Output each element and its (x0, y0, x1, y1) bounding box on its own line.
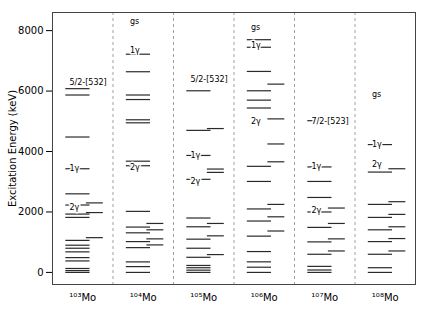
svg-text:¹⁰⁸Mo: ¹⁰⁸Mo (372, 292, 399, 303)
svg-text:2γ: 2γ (251, 117, 261, 126)
svg-text:5/2-[532]: 5/2-[532] (69, 78, 106, 87)
svg-text:¹⁰⁶Mo: ¹⁰⁶Mo (251, 292, 278, 303)
svg-text:gs: gs (372, 90, 381, 99)
svg-text:1γ: 1γ (190, 151, 200, 160)
svg-text:¹⁰³Mo: ¹⁰³Mo (69, 292, 96, 303)
svg-text:2γ: 2γ (69, 203, 79, 212)
svg-text:2γ: 2γ (130, 163, 140, 172)
svg-text:gs: gs (251, 23, 260, 32)
svg-text:2γ: 2γ (311, 206, 321, 215)
svg-text:1γ: 1γ (130, 46, 140, 55)
svg-text:5/2-[532]: 5/2-[532] (190, 75, 227, 84)
svg-text:1γ: 1γ (311, 162, 321, 171)
svg-text:¹⁰⁵Mo: ¹⁰⁵Mo (190, 292, 217, 303)
svg-text:¹⁰⁷Mo: ¹⁰⁷Mo (311, 292, 338, 303)
svg-text:7/2-[523]: 7/2-[523] (311, 117, 348, 126)
svg-text:4000: 4000 (18, 146, 43, 157)
svg-text:8000: 8000 (18, 25, 43, 36)
svg-text:1γ: 1γ (251, 41, 261, 50)
svg-text:1γ: 1γ (372, 140, 382, 149)
svg-text:gs: gs (130, 17, 139, 26)
svg-text:1γ: 1γ (69, 164, 79, 173)
svg-text:2γ: 2γ (372, 160, 382, 169)
svg-text:2000: 2000 (18, 206, 43, 217)
svg-text:Excitation Energy (keV): Excitation Energy (keV) (7, 90, 18, 207)
svg-text:2γ: 2γ (190, 177, 200, 186)
svg-text:6000: 6000 (18, 85, 43, 96)
svg-text:0: 0 (37, 267, 43, 278)
svg-text:¹⁰⁴Mo: ¹⁰⁴Mo (130, 292, 157, 303)
